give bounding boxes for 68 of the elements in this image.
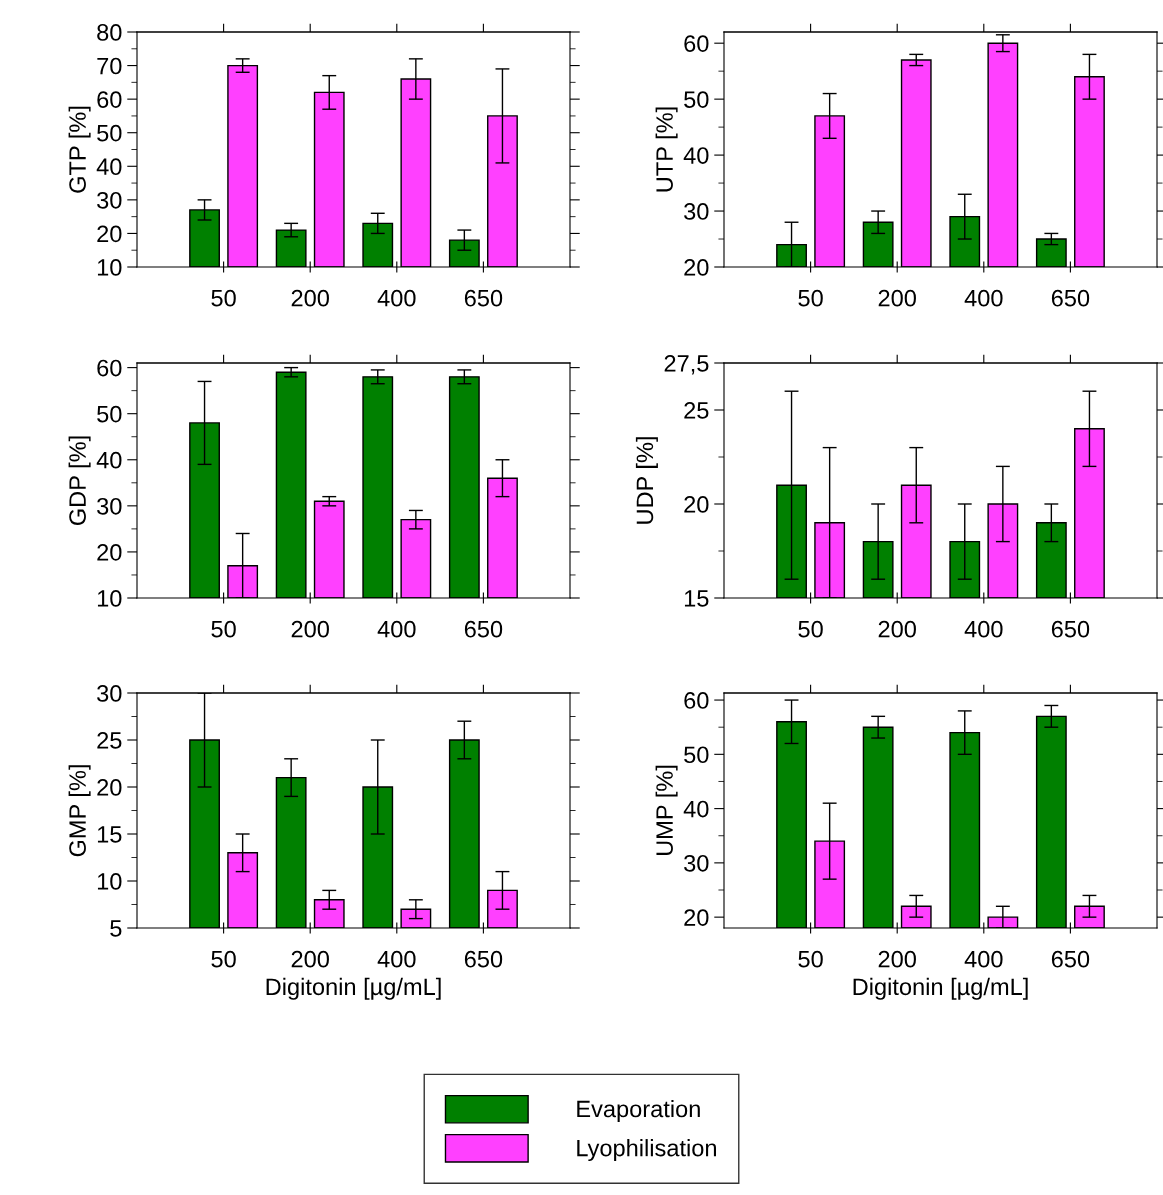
y-tick-label: 10 [97, 590, 122, 607]
y-axis-title: GDP [%] [68, 436, 91, 526]
x-tick-label: 50 [211, 620, 236, 638]
x-tick-label: 650 [1051, 950, 1090, 968]
y-axis-title: UTP [%] [655, 107, 678, 192]
y-tick-label: 20 [684, 909, 709, 926]
y-axis-title: GMP [%] [68, 765, 91, 857]
y-tick-label: 50 [684, 746, 709, 764]
y-tick-label: 20 [684, 496, 709, 513]
y-tick-label: 70 [97, 57, 122, 75]
y-tick-label: 40 [683, 800, 709, 818]
x-tick-label: 50 [798, 620, 823, 638]
y-axis-title: UMP [%] [655, 765, 678, 856]
y-tick-label: 30 [97, 685, 122, 702]
y-tick-label: 50 [97, 124, 122, 142]
y-tick-label: 5 [110, 920, 122, 937]
y-tick-label: 25 [684, 402, 709, 419]
y-tick-label: 40 [96, 451, 122, 469]
x-tick-label: 50 [798, 950, 823, 968]
y-tick-label: 60 [97, 91, 122, 108]
legend-label: Evaporation [577, 1099, 700, 1122]
x-tick-label: 400 [964, 950, 1003, 968]
y-tick-label: 60 [684, 35, 709, 52]
x-axis-title: Digitonin [µg/mL] [853, 977, 1028, 1000]
x-tick-label: 400 [964, 289, 1003, 307]
y-tick-label: 15 [684, 590, 709, 607]
y-axis-title: GTP [%] [68, 106, 91, 193]
x-tick-label: 200 [878, 620, 916, 638]
y-tick-label: 30 [97, 191, 122, 209]
y-tick-label: 50 [97, 405, 122, 423]
y-tick-label: 30 [684, 203, 709, 220]
x-tick-label: 650 [1051, 620, 1090, 638]
y-tick-label: 60 [97, 359, 122, 377]
x-tick-label: 650 [1051, 289, 1090, 307]
x-tick-label: 650 [464, 950, 503, 968]
y-tick-label: 20 [684, 259, 709, 276]
y-tick-label: 27,5 [664, 355, 709, 375]
x-tick-label: 400 [377, 620, 416, 638]
y-tick-label: 40 [96, 158, 122, 176]
x-tick-label: 200 [291, 950, 329, 968]
legend-label: Lyophilisation [577, 1139, 716, 1162]
y-tick-label: 20 [97, 543, 122, 561]
x-axis-title: Digitonin [µg/mL] [266, 977, 441, 1000]
y-tick-label: 20 [97, 779, 122, 796]
y-tick-label: 60 [684, 692, 709, 709]
y-tick-label: 10 [97, 259, 122, 276]
y-tick-label: 30 [97, 497, 122, 515]
x-tick-label: 50 [211, 950, 236, 968]
x-tick-label: 200 [291, 620, 329, 638]
y-tick-label: 25 [97, 732, 122, 749]
x-tick-label: 400 [377, 289, 416, 307]
x-tick-label: 650 [464, 620, 503, 638]
x-tick-label: 200 [878, 289, 916, 307]
y-tick-label: 40 [683, 147, 709, 164]
x-tick-label: 50 [211, 289, 236, 307]
y-tick-label: 30 [684, 854, 709, 872]
y-axis-title: UDP [%] [635, 437, 658, 524]
y-tick-label: 10 [97, 873, 122, 890]
x-tick-label: 400 [964, 620, 1003, 638]
y-tick-label: 15 [97, 826, 122, 843]
y-tick-label: 20 [97, 225, 122, 243]
x-tick-label: 650 [464, 289, 503, 307]
x-tick-label: 400 [377, 950, 416, 968]
y-tick-label: 50 [684, 91, 709, 108]
x-tick-label: 200 [291, 289, 329, 307]
y-tick-label: 80 [97, 24, 122, 41]
x-tick-label: 50 [798, 289, 823, 307]
x-tick-label: 200 [878, 950, 916, 968]
